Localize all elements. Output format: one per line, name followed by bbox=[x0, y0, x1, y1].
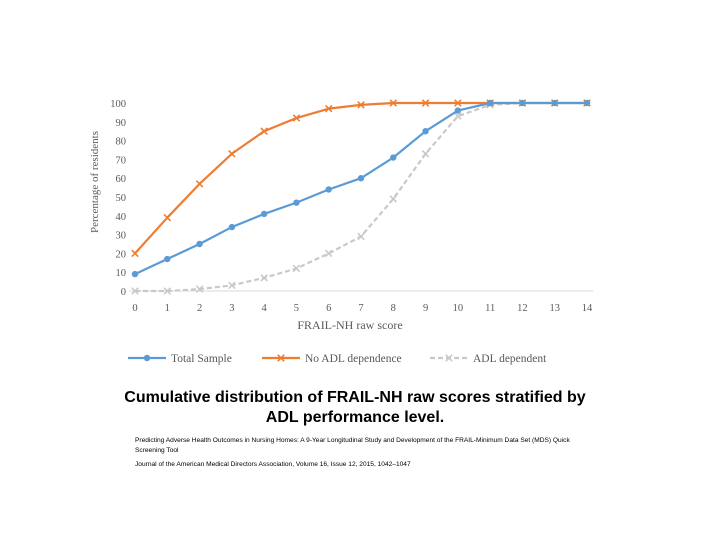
x-tick-label: 7 bbox=[358, 303, 363, 314]
x-axis-label: FRAIL-NH raw score bbox=[297, 318, 402, 332]
x-tick-label: 8 bbox=[391, 303, 396, 314]
x-tick-label: 14 bbox=[582, 303, 593, 314]
figure-caption: Cumulative distribution of FRAIL-NH raw … bbox=[124, 389, 586, 426]
data-point-no-adl-dependence bbox=[131, 249, 139, 258]
y-tick-label: 20 bbox=[116, 249, 127, 260]
chart-svg: Percentage of residents FRAIL-NH raw sco… bbox=[89, 99, 593, 365]
y-tick-label: 80 bbox=[116, 137, 127, 148]
data-point-total-sample bbox=[131, 270, 139, 278]
data-point-no-adl-dependence bbox=[163, 213, 172, 222]
journal-citation: Journal of the American Medical Director… bbox=[135, 461, 411, 468]
x-tick-label: 4 bbox=[262, 303, 268, 314]
data-point-total-sample bbox=[486, 99, 494, 107]
data-point-no-adl-dependence bbox=[389, 99, 398, 107]
y-tick-label: 60 bbox=[116, 174, 127, 185]
x-tick-label: 3 bbox=[229, 303, 234, 314]
data-point-total-sample bbox=[422, 128, 429, 135]
data-point-total-sample bbox=[390, 154, 397, 161]
x-tick-label: 11 bbox=[485, 303, 495, 314]
data-point-total-sample bbox=[164, 255, 171, 263]
data-point-no-adl-dependence bbox=[421, 99, 430, 107]
x-tick-label: 9 bbox=[423, 303, 428, 314]
data-point-no-adl-dependence bbox=[260, 127, 268, 135]
y-tick-label: 50 bbox=[116, 193, 127, 204]
data-point-no-adl-dependence bbox=[228, 149, 236, 158]
data-point-total-sample bbox=[357, 175, 365, 182]
x-tick-label: 5 bbox=[294, 303, 299, 314]
data-point-adl-dependent bbox=[421, 149, 430, 158]
legend-label-total-sample: Total Sample bbox=[171, 353, 232, 365]
data-point-adl-dependent bbox=[389, 195, 398, 203]
data-point-adl-dependent bbox=[195, 285, 204, 293]
data-point-total-sample bbox=[325, 186, 332, 193]
data-point-adl-dependent bbox=[357, 232, 365, 241]
source-title: Predicting Adverse Health Outcomes in Nu… bbox=[135, 437, 570, 454]
x-tick-label: 0 bbox=[132, 303, 137, 314]
data-point-total-sample bbox=[519, 99, 526, 107]
data-point-no-adl-dependence bbox=[324, 104, 333, 113]
y-tick-label: 90 bbox=[116, 118, 127, 129]
y-tick-label: 30 bbox=[116, 231, 127, 242]
data-point-total-sample bbox=[293, 199, 300, 206]
x-tick-label: 6 bbox=[326, 303, 331, 314]
x-tick-label: 1 bbox=[165, 303, 170, 314]
legend-label-adl-dependent: ADL dependent bbox=[473, 353, 547, 365]
chart: Percentage of residents FRAIL-NH raw sco… bbox=[89, 99, 593, 365]
data-point-no-adl-dependence bbox=[454, 99, 462, 107]
data-point-total-sample bbox=[228, 223, 236, 231]
x-tick-label: 10 bbox=[453, 303, 464, 314]
data-point-adl-dependent bbox=[228, 281, 236, 290]
data-point-total-sample bbox=[583, 99, 591, 107]
y-tick-label: 40 bbox=[116, 212, 127, 223]
data-point-adl-dependent bbox=[260, 274, 268, 282]
x-tick-label: 2 bbox=[197, 303, 202, 314]
legend-marker-total-sample bbox=[143, 354, 151, 362]
legend-label-no-adl-dependence: No ADL dependence bbox=[305, 353, 402, 365]
data-point-no-adl-dependence bbox=[292, 114, 301, 122]
x-tick-label: 12 bbox=[517, 303, 528, 314]
data-point-total-sample bbox=[260, 210, 268, 218]
data-point-total-sample bbox=[196, 240, 203, 248]
data-point-adl-dependent bbox=[163, 287, 172, 295]
data-point-total-sample bbox=[454, 107, 462, 114]
data-point-adl-dependent bbox=[324, 249, 333, 258]
x-tick-label: 13 bbox=[549, 303, 560, 314]
data-point-no-adl-dependence bbox=[357, 101, 365, 109]
y-axis-label: Percentage of residents bbox=[89, 131, 101, 233]
data-point-total-sample bbox=[551, 99, 558, 107]
legend-marker-adl-dependent bbox=[445, 354, 453, 362]
data-point-no-adl-dependence bbox=[195, 180, 204, 188]
y-tick-label: 70 bbox=[116, 155, 127, 166]
series-line-total-sample bbox=[134, 101, 587, 276]
legend-marker-no-adl-dependence bbox=[277, 354, 285, 362]
series-line-adl-dependent bbox=[135, 101, 587, 293]
data-point-adl-dependent bbox=[131, 287, 139, 295]
data-point-adl-dependent bbox=[292, 264, 301, 273]
y-tick-label: 10 bbox=[116, 268, 127, 279]
data-point-adl-dependent bbox=[454, 112, 462, 120]
y-tick-label: 100 bbox=[110, 99, 126, 110]
y-tick-label: 0 bbox=[121, 287, 126, 298]
